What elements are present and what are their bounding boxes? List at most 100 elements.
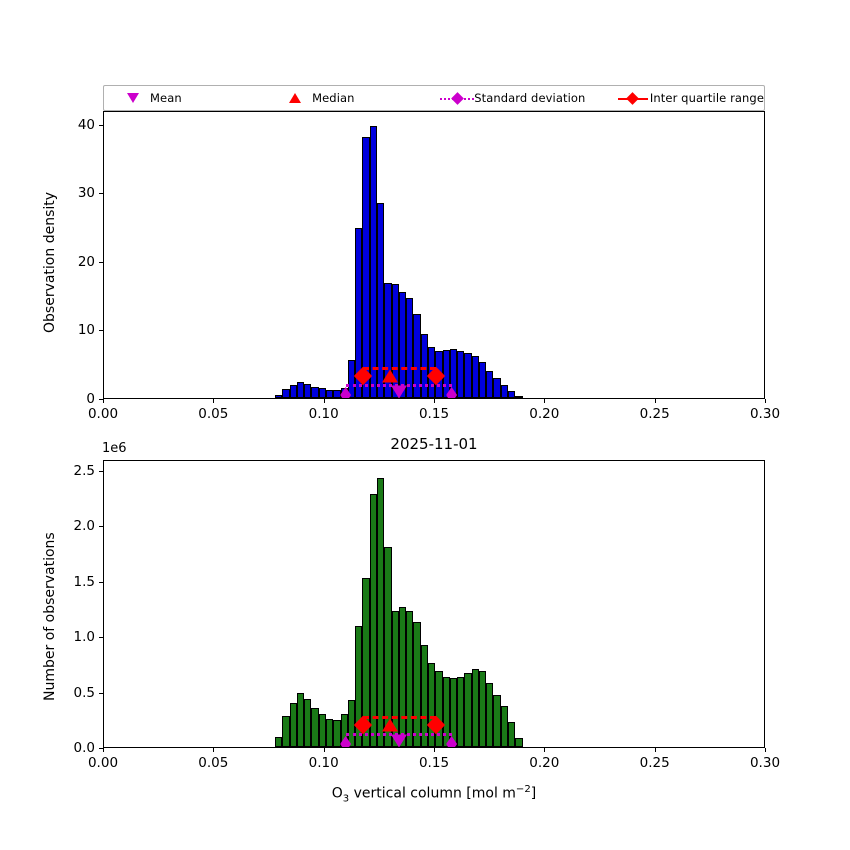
legend-label: Mean	[150, 91, 182, 105]
histogram-bar	[508, 391, 516, 398]
legend-entry-mean[interactable]: Mean	[104, 86, 266, 110]
x-tick	[434, 399, 435, 403]
y-tick-label: 1.5	[73, 573, 95, 590]
histogram-bar	[282, 716, 290, 747]
x-tick-label: 0.10	[308, 406, 339, 422]
plot-area-bottom	[104, 461, 764, 747]
histogram-bar	[457, 350, 465, 398]
y-axis-label-top: Observation density	[42, 191, 58, 333]
histogram-bar	[311, 387, 319, 398]
histogram-bar	[413, 313, 421, 398]
y-tick	[99, 581, 103, 583]
histogram-bar	[449, 678, 458, 747]
x-tick	[544, 748, 546, 752]
y-tick	[99, 330, 103, 332]
y-tick-label: 10	[77, 322, 95, 339]
legend-label: Median	[312, 91, 355, 105]
histogram-bar	[369, 125, 377, 398]
x-tick	[213, 399, 215, 403]
diamond-icon	[440, 88, 475, 108]
histogram-bar	[384, 546, 392, 747]
y-tick	[99, 261, 103, 263]
histogram-bar	[478, 362, 487, 398]
legend-glyph	[127, 93, 139, 103]
histogram-bar	[304, 384, 312, 398]
observation-density-plot	[103, 111, 765, 399]
y-tick-label: 40	[77, 116, 95, 133]
y-tick	[99, 124, 103, 126]
histogram-bar	[515, 738, 523, 747]
histogram-bar	[355, 626, 363, 747]
histogram-bar	[508, 721, 516, 747]
mean-marker	[390, 734, 407, 747]
histogram-bar	[333, 720, 341, 747]
y-tick	[99, 748, 103, 749]
x-tick-label: 0.20	[529, 755, 560, 771]
legend-entry-median[interactable]: Median	[266, 86, 428, 110]
x-tick	[765, 748, 766, 752]
x-tick	[544, 399, 546, 403]
histogram-bar	[275, 737, 283, 747]
y-tick-label: 20	[77, 253, 95, 270]
y-tick	[99, 637, 103, 639]
histogram-bar	[376, 203, 385, 398]
std-high-marker	[446, 387, 458, 398]
iqr-line	[363, 367, 437, 370]
histogram-bar	[471, 669, 479, 747]
x-tick-label: 0.05	[198, 406, 229, 422]
histogram-bar	[500, 706, 509, 747]
histogram-bar	[493, 694, 501, 747]
histogram-bar	[478, 670, 487, 747]
x-tick-label: 0.25	[639, 755, 670, 771]
legend-entry-inter-quartile-range[interactable]: Inter quartile range	[604, 86, 764, 110]
histogram-bar	[289, 384, 297, 398]
histogram-bar	[362, 577, 370, 747]
histogram-bar	[427, 662, 436, 747]
histogram-bar	[325, 389, 334, 398]
legend: Mean Median Standard deviation Inter quarti…	[103, 85, 765, 111]
x-tick	[765, 399, 766, 403]
histogram-bar	[311, 708, 319, 747]
histogram-bar	[457, 677, 465, 747]
histogram-bar	[362, 137, 370, 398]
histogram-bar	[471, 355, 479, 398]
histogram-bar	[376, 477, 385, 747]
y-tick-label: 0.0	[73, 740, 95, 756]
x-tick	[103, 748, 104, 752]
histogram-bar	[442, 677, 450, 747]
y-tick-label: 2.0	[73, 518, 95, 535]
histogram-bar	[275, 394, 283, 398]
x-tick	[323, 399, 325, 403]
legend-glyph	[626, 91, 640, 105]
histogram-bar	[384, 282, 392, 398]
histogram-bar	[296, 382, 305, 398]
std-high-marker	[446, 736, 458, 747]
histogram-bar	[486, 682, 494, 747]
y-tick	[99, 471, 103, 473]
histogram-bar	[406, 610, 414, 747]
x-tick	[654, 399, 656, 403]
x-tick	[434, 748, 435, 752]
histogram-bar	[369, 494, 377, 747]
std-low-marker	[340, 736, 352, 747]
x-tick-label: 0.05	[198, 755, 229, 771]
mean-marker	[390, 385, 407, 398]
x-tick	[323, 748, 325, 752]
legend-entry-standard-deviation[interactable]: Standard deviation	[428, 86, 604, 110]
y-tick-label: 2.5	[73, 463, 95, 480]
histogram-bar	[318, 713, 326, 747]
plot-area-top	[104, 112, 764, 398]
y-tick-label: 0.5	[73, 684, 95, 701]
chart-title: 2025-11-01	[390, 435, 478, 453]
histogram-bar	[333, 390, 341, 398]
diamond-icon	[616, 88, 650, 108]
y-tick	[99, 399, 103, 400]
histogram-bar	[325, 719, 334, 747]
x-tick-label: 0.10	[308, 755, 339, 771]
x-tick	[654, 748, 656, 752]
histogram-bar	[355, 227, 363, 398]
y-axis-offset-text: 1e6	[102, 441, 127, 456]
histogram-bar	[406, 297, 414, 398]
histogram-bar	[282, 389, 290, 398]
y-tick	[99, 526, 103, 528]
